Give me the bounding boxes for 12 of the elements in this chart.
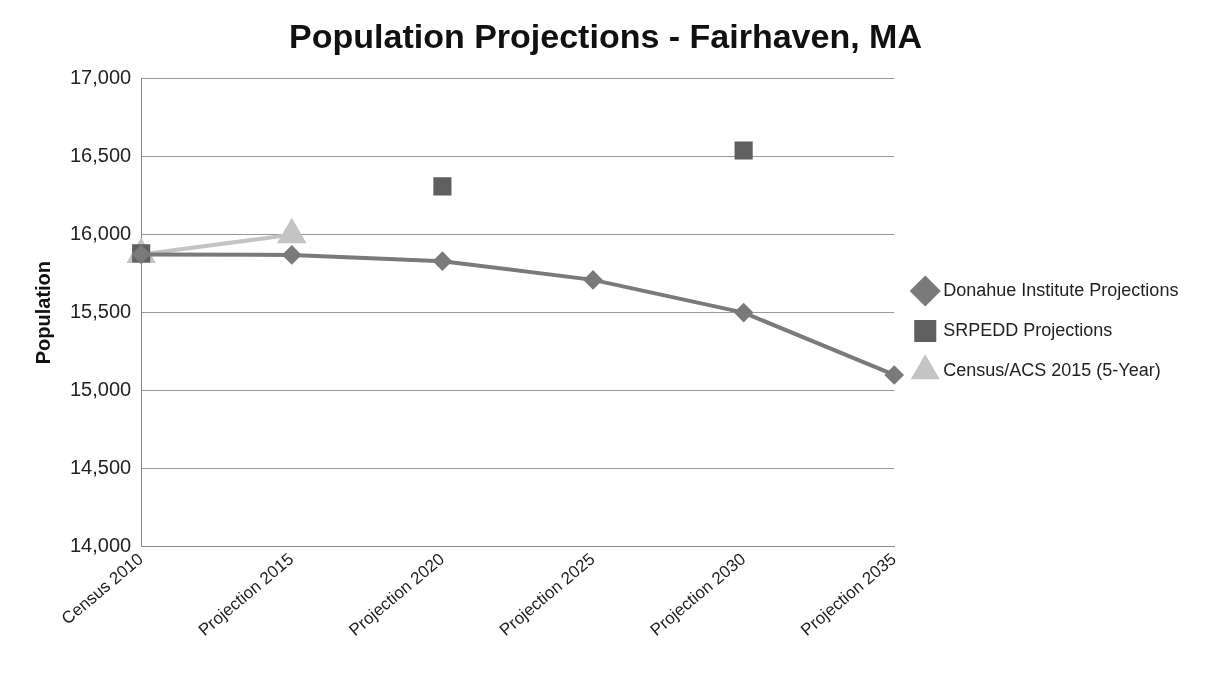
legend-label: SRPEDD Projections <box>943 319 1113 340</box>
y-axis-title: Population <box>31 260 54 365</box>
legend-label: Donahue Institute Projections <box>943 279 1179 300</box>
y-tick-label: 16,000 <box>70 222 132 245</box>
y-tick-label: 16,500 <box>70 144 132 167</box>
y-tick-label: 14,000 <box>70 533 132 556</box>
chart-title: Population Projections - Fairhaven, MA <box>289 16 922 55</box>
y-tick-label: 17,000 <box>70 66 132 89</box>
legend-label: Census/ACS 2015 (5-Year) <box>943 359 1161 380</box>
y-tick-label: 15,500 <box>70 300 132 323</box>
y-tick-label: 15,000 <box>70 378 132 401</box>
y-tick-label: 14,500 <box>70 456 132 479</box>
